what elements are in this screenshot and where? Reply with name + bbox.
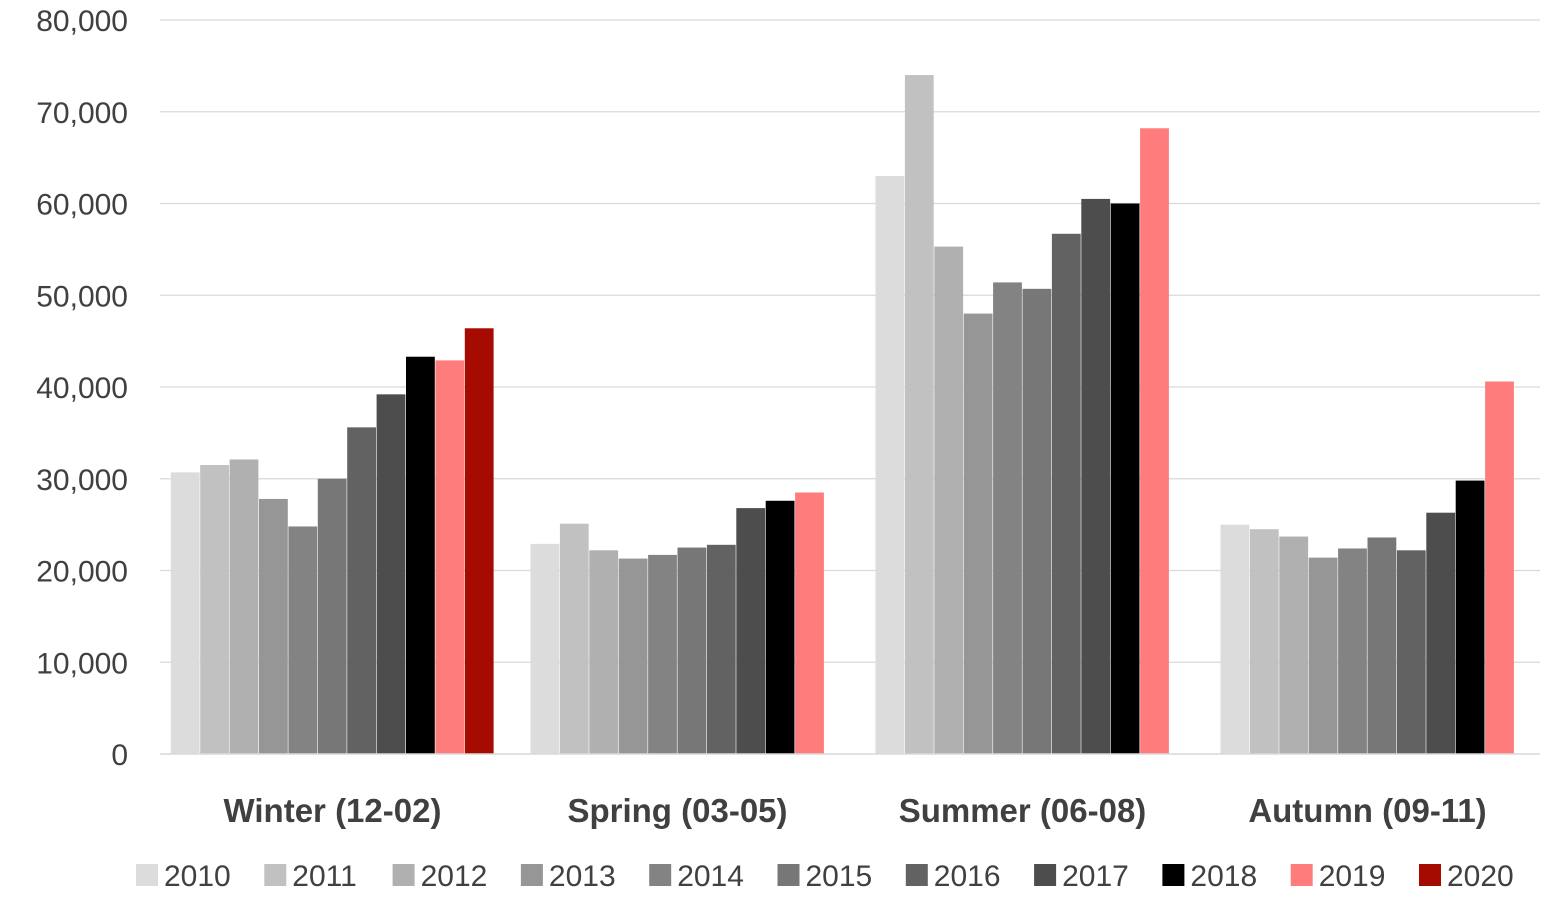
y-tick-label: 20,000 xyxy=(36,556,128,589)
legend-label: 2017 xyxy=(1062,860,1129,893)
x-category-label: Summer (06-08) xyxy=(899,792,1147,829)
y-tick-label: 10,000 xyxy=(36,647,128,680)
bar-2012-2 xyxy=(934,246,964,754)
bar-2014-0 xyxy=(288,526,318,754)
y-tick-label: 40,000 xyxy=(36,372,128,405)
bar-2018-2 xyxy=(1110,203,1140,754)
y-axis-tick-labels: 0 10,000 20,000 30,000 40,000 50,000 60,000 70,… xyxy=(36,5,128,772)
legend-swatch xyxy=(392,864,415,886)
bar-2018-3 xyxy=(1455,480,1485,754)
bar-2013-3 xyxy=(1308,557,1338,754)
legend-swatch xyxy=(1419,864,1441,886)
bar-2019-3 xyxy=(1485,381,1514,754)
bar-2016-3 xyxy=(1396,550,1426,754)
legend-label: 2015 xyxy=(806,860,873,893)
legend-swatch xyxy=(1034,864,1057,886)
legend-label: 2016 xyxy=(934,860,1001,893)
bar-2016-2 xyxy=(1051,233,1081,754)
legend-label: 2018 xyxy=(1190,860,1257,893)
bar-2011-2 xyxy=(904,75,934,755)
legend-swatch xyxy=(649,864,672,886)
bars xyxy=(170,75,1514,755)
y-tick-label: 80,000 xyxy=(36,5,128,38)
legend-swatch xyxy=(520,864,543,886)
bar-2018-0 xyxy=(406,356,435,754)
legend-swatch xyxy=(905,864,928,886)
bar-2015-3 xyxy=(1367,537,1397,754)
bar-2018-1 xyxy=(765,500,795,754)
bar-2014-2 xyxy=(993,282,1022,754)
bar-2011-1 xyxy=(559,523,589,754)
bar-2010-3 xyxy=(1220,524,1250,755)
bar-2017-3 xyxy=(1426,512,1456,754)
y-tick-label: 70,000 xyxy=(36,97,128,130)
y-tick-label: 30,000 xyxy=(36,464,128,497)
y-tick-label: 60,000 xyxy=(36,189,128,222)
bar-2010-2 xyxy=(875,175,905,755)
bar-2017-1 xyxy=(736,508,766,754)
x-category-label: Spring (03-05) xyxy=(567,792,787,829)
bar-2014-3 xyxy=(1338,548,1367,754)
bar-2012-3 xyxy=(1279,536,1309,754)
legend-swatch xyxy=(264,864,287,886)
legend-label: 2012 xyxy=(421,860,488,893)
bar-2016-1 xyxy=(706,544,736,754)
x-axis-category-labels: Winter (12-02) Spring (03-05) Summer (06-0… xyxy=(224,792,1487,829)
y-tick-label: 50,000 xyxy=(36,280,128,313)
bar-2014-1 xyxy=(648,554,677,754)
bar-2012-1 xyxy=(589,550,619,754)
legend-label: 2020 xyxy=(1447,860,1514,893)
bar-2019-1 xyxy=(795,492,824,754)
legend-label: 2019 xyxy=(1319,860,1386,893)
bar-2015-1 xyxy=(677,547,707,754)
x-category-label: Winter (12-02) xyxy=(224,792,442,829)
legend-label: 2011 xyxy=(292,860,357,893)
bar-2019-2 xyxy=(1140,128,1169,754)
bar-2011-3 xyxy=(1249,529,1279,754)
legend-label: 2013 xyxy=(549,860,616,893)
bar-2013-0 xyxy=(259,498,288,754)
legend-label: 2010 xyxy=(164,860,231,893)
bar-2010-0 xyxy=(170,472,200,754)
bar-2015-2 xyxy=(1022,288,1052,754)
legend-swatch xyxy=(777,864,800,886)
legend-swatch xyxy=(1290,864,1313,886)
bar-2017-2 xyxy=(1081,198,1111,754)
bar-2017-0 xyxy=(376,394,406,754)
bar-2012-0 xyxy=(229,459,259,754)
bar-2016-0 xyxy=(347,427,376,754)
bar-2019-0 xyxy=(435,360,465,754)
bar-2015-0 xyxy=(317,478,347,754)
legend-swatch xyxy=(136,864,158,886)
bar-2013-1 xyxy=(618,558,648,754)
bar-2010-1 xyxy=(530,543,560,754)
legend-swatch xyxy=(1162,864,1185,886)
x-category-label: Autumn (09-11) xyxy=(1248,792,1486,829)
bar-2020-0 xyxy=(464,328,494,754)
bar-2013-2 xyxy=(963,313,993,754)
legend-label: 2014 xyxy=(677,860,744,893)
bar-2011-0 xyxy=(200,464,229,754)
y-tick-label: 0 xyxy=(111,739,128,772)
legend: 2010 2011 2012 2013 2014 2015 2016 2017 2018 2019… xyxy=(136,860,1514,893)
